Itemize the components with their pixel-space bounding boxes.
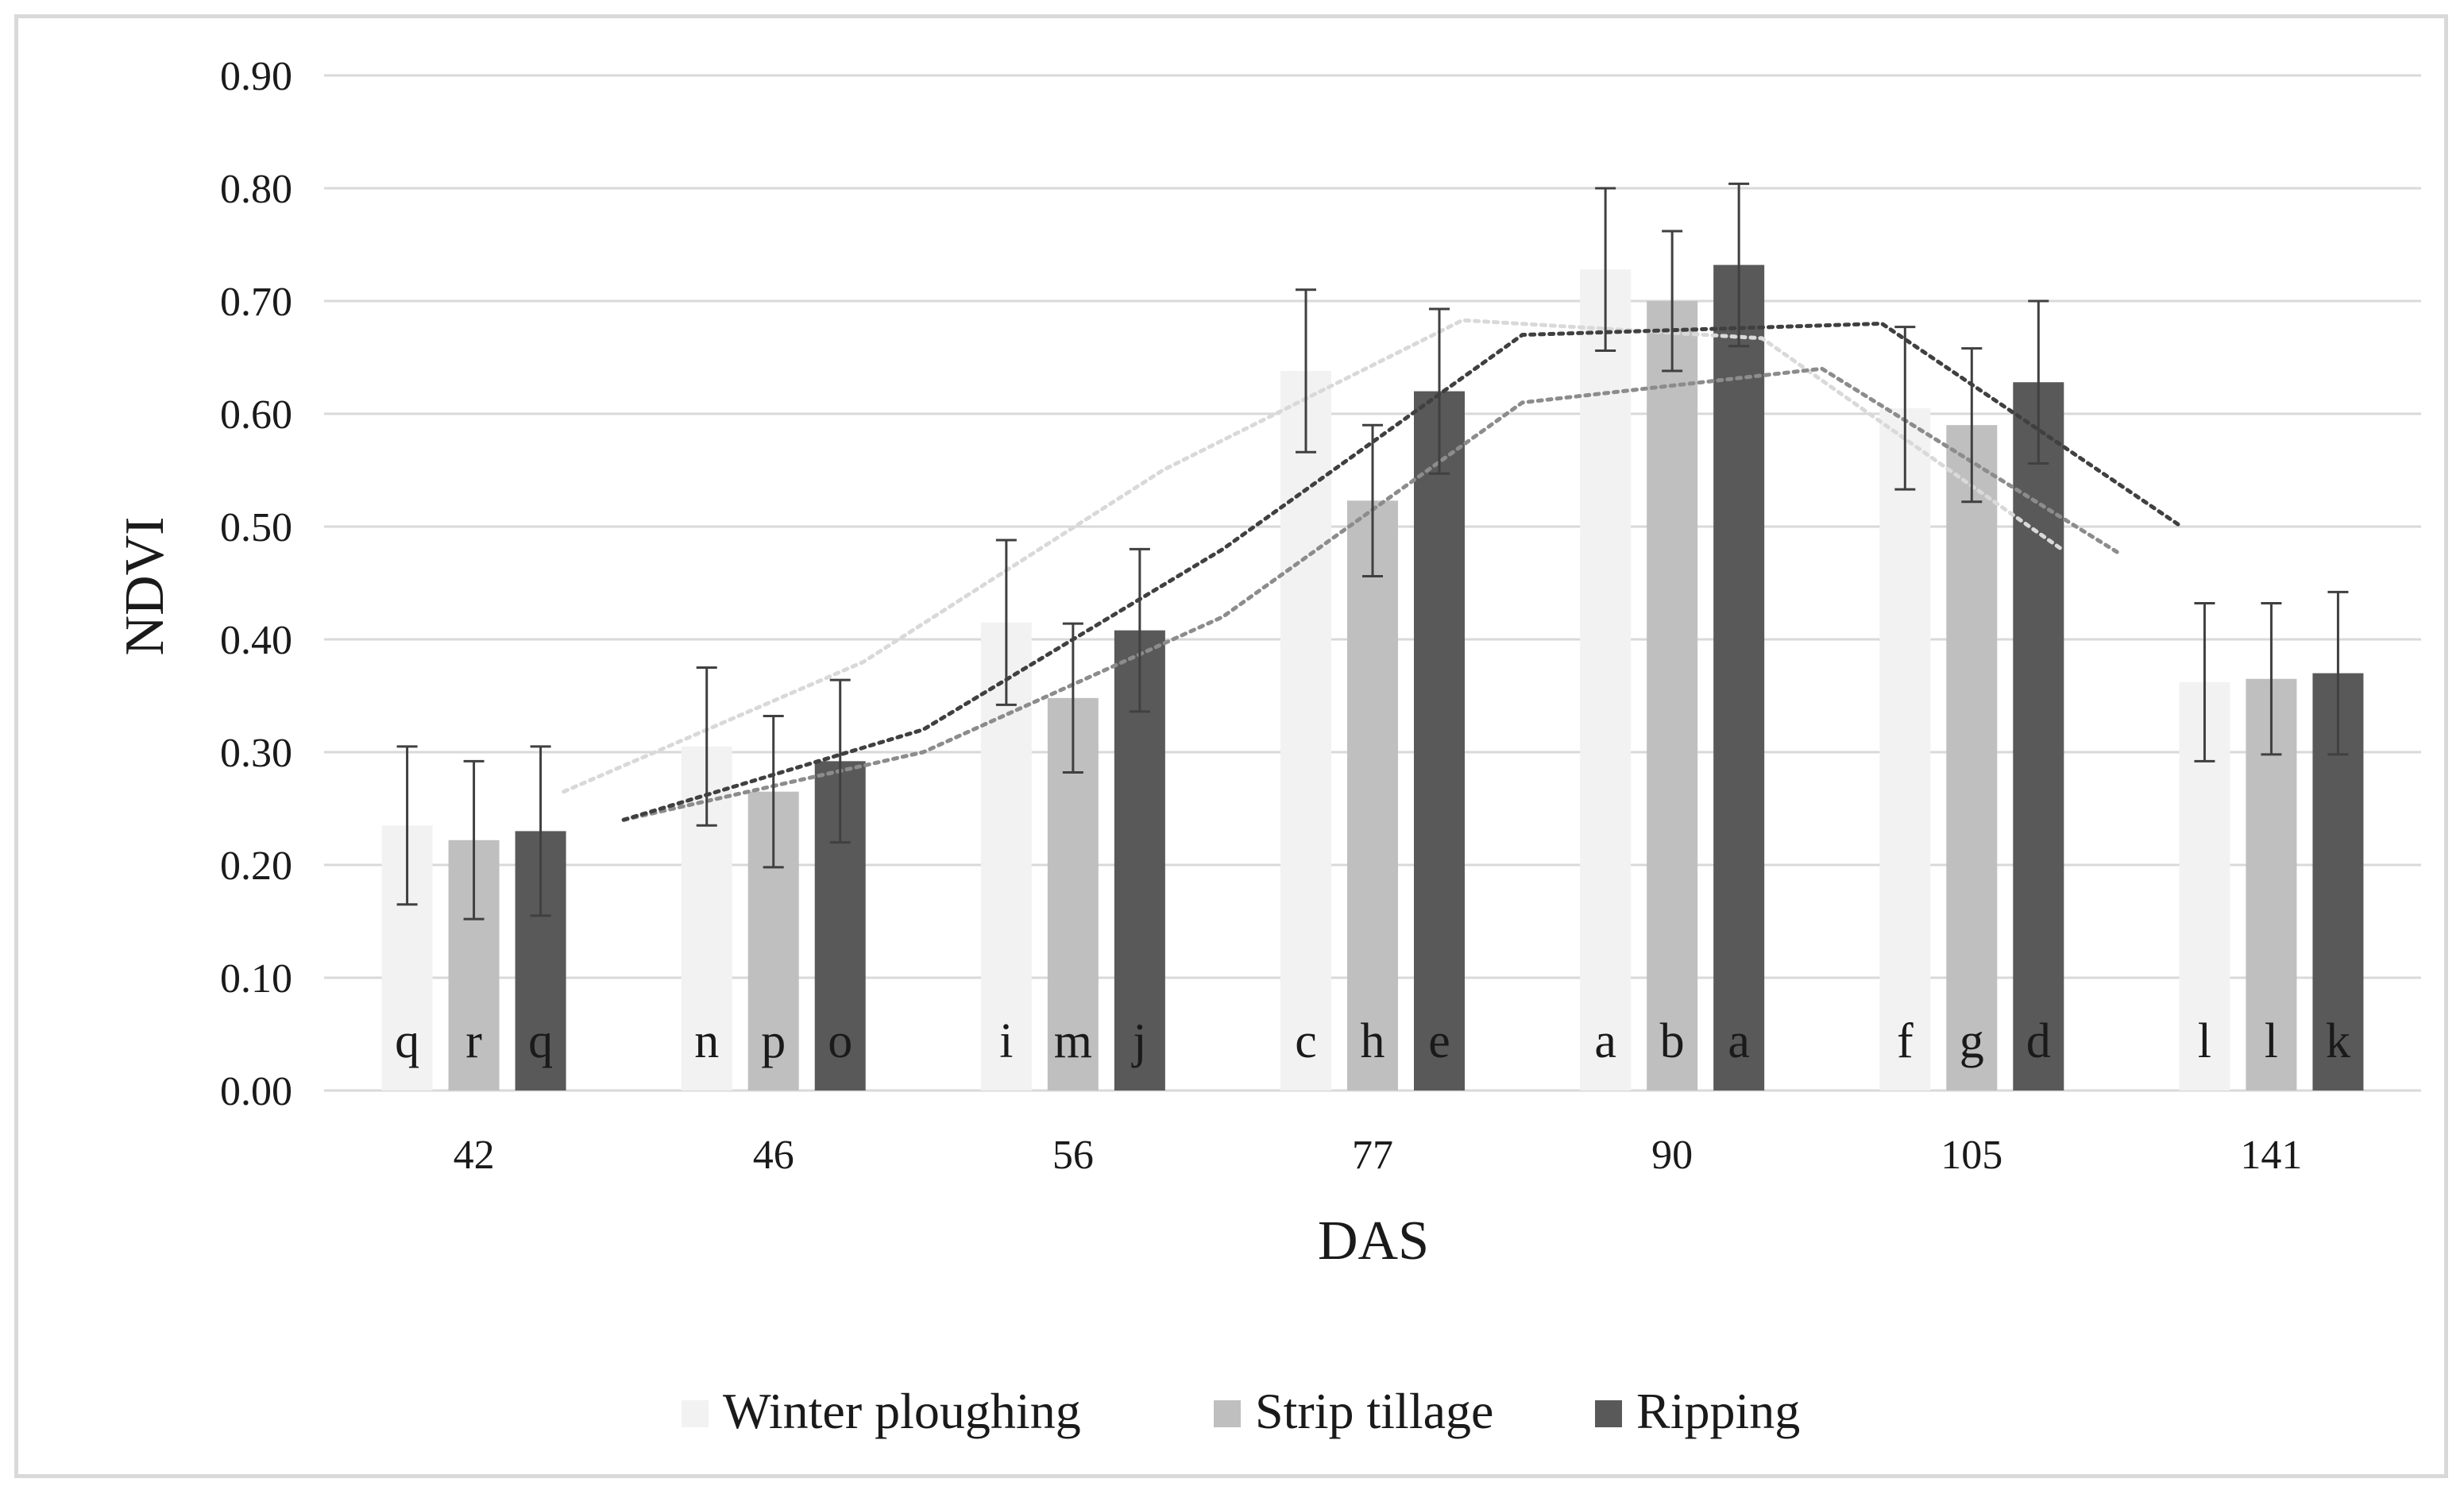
y-tick-label-9: 0.90 (220, 54, 292, 99)
letter-label-2-3: e (1428, 1014, 1450, 1068)
y-tick-label-6: 0.60 (220, 392, 292, 438)
letter-label-1-4: b (1660, 1014, 1685, 1068)
trend-line-0 (562, 318, 2064, 794)
letter-label-0-3: c (1295, 1014, 1317, 1068)
x-tick-label-4: 90 (1651, 1133, 1693, 1178)
legend-label-1: Strip tillage (1255, 1383, 1493, 1439)
y-axis-title: NDVI (114, 517, 176, 656)
letter-label-1-1: p (761, 1014, 786, 1068)
significance-letters: q n i c a f lr p m h b g lq o j e a d k (395, 1014, 2350, 1068)
x-tick-label-2: 56 (1052, 1133, 1094, 1178)
ndvi-bar-chart: 0.00 0.10 0.20 0.30 0.40 0.50 0.60 0.70 0.80 0.90… (114, 54, 2421, 1439)
letter-label-0-0: q (395, 1014, 419, 1068)
bar-1-5 (1946, 425, 1998, 1091)
letter-label-0-4: a (1594, 1014, 1616, 1068)
letter-label-1-6: l (2265, 1014, 2278, 1068)
x-axis-ticks: 42 46 56 77 90 105 141 (454, 1133, 2303, 1178)
letter-label-0-5: f (1897, 1014, 1914, 1068)
y-tick-label-0: 0.00 (220, 1069, 292, 1114)
letter-label-2-2: j (1131, 1014, 1146, 1068)
legend-label-0: Winter ploughing (723, 1383, 1081, 1439)
bar-1-4 (1647, 301, 1698, 1091)
bars (381, 264, 2364, 1091)
legend-swatch-0 (682, 1400, 709, 1427)
letter-label-2-5: d (2026, 1014, 2051, 1068)
y-tick-label-3: 0.30 (220, 731, 292, 776)
bar-0-5 (1879, 407, 1931, 1091)
letter-label-2-4: a (1728, 1014, 1750, 1068)
error-bars (396, 182, 2349, 921)
x-tick-label-3: 77 (1352, 1133, 1393, 1178)
y-tick-label-7: 0.70 (220, 280, 292, 325)
legend-swatch-2 (1595, 1400, 1622, 1427)
bar-2-4 (1713, 264, 1765, 1091)
y-tick-label-5: 0.50 (220, 505, 292, 550)
legend: Winter ploughing Strip tillage Ripping (682, 1383, 1800, 1439)
letter-label-2-0: q (528, 1014, 553, 1068)
y-tick-label-8: 0.80 (220, 167, 292, 212)
bar-2-5 (2013, 382, 2064, 1091)
x-tick-label-0: 42 (454, 1133, 495, 1178)
y-tick-label-1: 0.10 (220, 956, 292, 1002)
y-axis-ticks: 0.00 0.10 0.20 0.30 0.40 0.50 0.60 0.70 0.80 0.90 (220, 54, 292, 1114)
y-tick-label-2: 0.20 (220, 844, 292, 889)
legend-label-2: Ripping (1636, 1383, 1800, 1439)
letter-label-1-3: h (1361, 1014, 1385, 1068)
x-tick-label-5: 105 (1941, 1133, 2002, 1178)
legend-swatch-1 (1214, 1400, 1241, 1427)
chart-frame: 0.00 0.10 0.20 0.30 0.40 0.50 0.60 0.70 0.80 0.90… (14, 14, 2448, 1478)
letter-label-2-6: k (2326, 1014, 2350, 1068)
bar-0-4 (1580, 269, 1632, 1091)
y-tick-label-4: 0.40 (220, 618, 292, 663)
bar-2-3 (1414, 391, 1465, 1091)
x-tick-label-6: 141 (2240, 1133, 2302, 1178)
letter-label-1-0: r (465, 1014, 482, 1068)
x-axis-title: DAS (1318, 1210, 1429, 1272)
letter-label-1-2: m (1054, 1014, 1092, 1068)
letter-label-1-5: g (1960, 1014, 1984, 1068)
letter-label-0-1: n (694, 1014, 719, 1068)
letter-label-0-6: l (2198, 1014, 2211, 1068)
letter-label-2-1: o (828, 1014, 852, 1068)
x-tick-label-1: 46 (753, 1133, 794, 1178)
letter-label-0-2: i (999, 1014, 1013, 1068)
bar-1-3 (1347, 500, 1398, 1091)
